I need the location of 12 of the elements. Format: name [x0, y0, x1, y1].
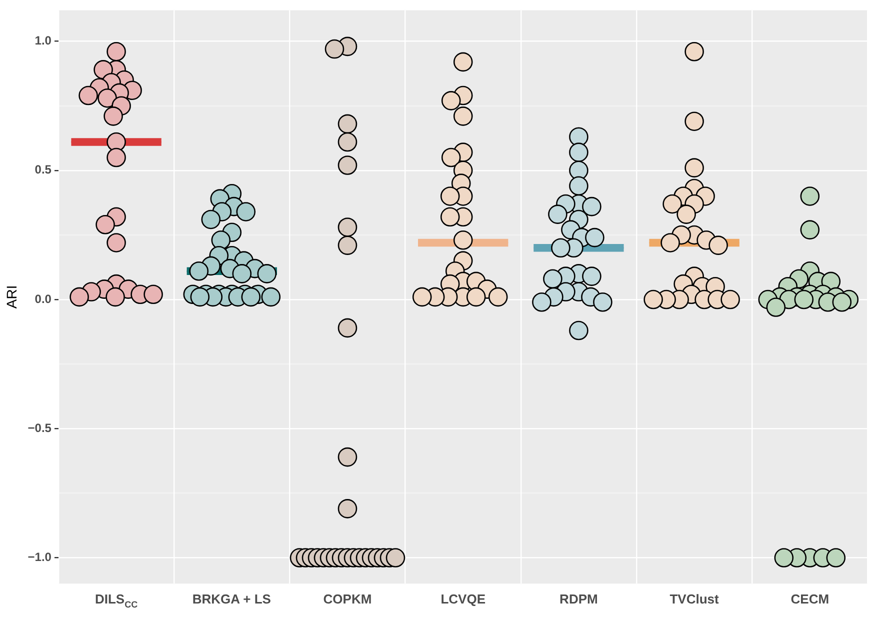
x-tick-label: RDPM	[560, 592, 598, 607]
y-tick-label: −0.5	[28, 420, 52, 435]
x-tick-label: TVClust	[670, 592, 720, 607]
y-axis-title: ARI	[3, 285, 20, 309]
y-tick-label: 1.0	[34, 34, 52, 48]
y-tick-label: 0.5	[34, 162, 52, 177]
x-tick-label: CECM	[790, 592, 830, 607]
y-tick-label: 0.0	[34, 292, 52, 306]
x-tick-label: LCVQE	[440, 592, 486, 607]
x-tick-label: COPKM	[323, 592, 372, 607]
x-tick-label: BRKGA + LS	[192, 592, 272, 607]
y-tick-label: −1.0	[28, 550, 52, 564]
